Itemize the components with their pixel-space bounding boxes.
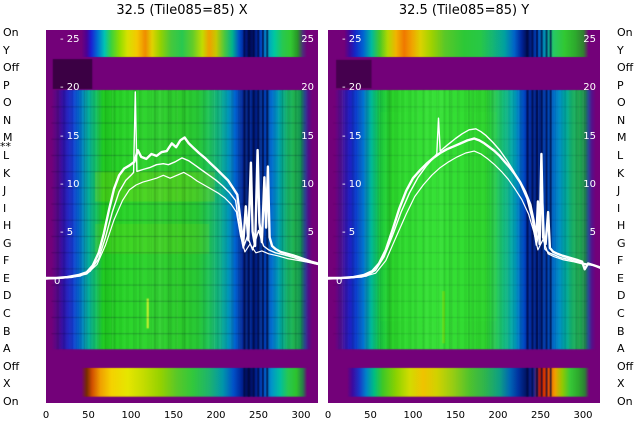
row-label: J bbox=[617, 184, 621, 198]
row-label: Off bbox=[3, 359, 20, 373]
heatmap-canvas-x bbox=[46, 30, 318, 403]
xtick-label: 300 bbox=[573, 410, 593, 421]
row-label: Off bbox=[617, 359, 634, 373]
row-label: G bbox=[3, 236, 12, 250]
row-label: C bbox=[3, 307, 11, 320]
xtick-label: 50 bbox=[364, 410, 377, 421]
row-label: L bbox=[617, 148, 624, 162]
xtick-label: 150 bbox=[163, 410, 184, 421]
row-label: P bbox=[617, 78, 624, 92]
row-label: Off bbox=[3, 61, 20, 75]
star-marker: ** bbox=[0, 140, 11, 153]
row-label: E bbox=[3, 271, 10, 285]
beam-profile-main bbox=[46, 136, 318, 280]
xtick-labels-y: 0 50 100 150 200 250 300 bbox=[324, 408, 600, 422]
row-label: On bbox=[617, 26, 633, 39]
row-label: O bbox=[617, 96, 626, 110]
row-label: B bbox=[617, 324, 625, 338]
panel-title-x: 32.5 (Tile085=85) X bbox=[116, 3, 248, 18]
panel-title-y: 32.5 (Tile085=85) Y bbox=[398, 3, 530, 18]
row-label: N bbox=[3, 113, 12, 127]
row-label: I bbox=[3, 201, 7, 215]
xtick-label: 100 bbox=[121, 410, 141, 421]
row-label: M bbox=[617, 131, 627, 145]
row-labels-right: On Y Off P O N M L K J I H G F E D C B A Off X On bbox=[617, 27, 639, 408]
row-label: B bbox=[3, 324, 11, 338]
beam-profile-main bbox=[328, 137, 600, 280]
row-label: K bbox=[3, 166, 11, 180]
xtick-label: 250 bbox=[530, 410, 551, 421]
row-label: I bbox=[617, 201, 621, 215]
row-label: M bbox=[3, 131, 13, 145]
row-label: F bbox=[617, 254, 624, 268]
xtick-label: 150 bbox=[445, 410, 466, 421]
xtick-label: 250 bbox=[248, 410, 269, 421]
row-label: H bbox=[3, 219, 12, 233]
beam-profile-3 bbox=[328, 150, 600, 280]
row-label: Y bbox=[3, 43, 10, 57]
profile-overlay-x bbox=[46, 91, 318, 280]
row-label: K bbox=[617, 166, 625, 180]
row-label: L bbox=[3, 148, 10, 162]
heatmap-panel-y: - 25- 20- 15- 10- 5 0 25 20 15 10 5 0 50 100 150 2… bbox=[325, 30, 600, 421]
row-label: X bbox=[3, 377, 11, 391]
row-label: J bbox=[3, 184, 7, 198]
row-label: G bbox=[617, 236, 626, 250]
xtick-label: 200 bbox=[488, 410, 508, 421]
heatmap-panel-x: - 25- 20- 15- 10- 5 0 25 20 15 10 5 0 50 100 150 2… bbox=[43, 30, 318, 421]
row-label: C bbox=[617, 307, 625, 320]
xtick-label: 0 bbox=[42, 410, 50, 421]
beam-profile-2 bbox=[46, 91, 318, 280]
row-label: P bbox=[3, 78, 10, 92]
row-label: A bbox=[3, 342, 11, 356]
row-label: Off bbox=[617, 61, 634, 75]
heatmap-canvas-y bbox=[328, 30, 600, 403]
row-labels-left: On Y Off P O N M L K J I H G F E D C B A Off X On bbox=[3, 27, 33, 408]
row-label: On bbox=[3, 26, 19, 39]
xtick-label: 200 bbox=[206, 410, 226, 421]
row-label: N bbox=[617, 113, 626, 127]
row-label: D bbox=[3, 289, 12, 303]
xtick-label: 50 bbox=[82, 410, 95, 421]
row-label: H bbox=[617, 219, 626, 233]
row-label: X bbox=[617, 377, 625, 391]
profile-overlay-y bbox=[328, 117, 600, 280]
row-label: A bbox=[617, 342, 625, 356]
xtick-labels-x: 0 50 100 150 200 250 300 bbox=[42, 408, 318, 422]
row-label: D bbox=[617, 289, 626, 303]
row-label: Y bbox=[617, 43, 624, 57]
xtick-label: 100 bbox=[403, 410, 423, 421]
beam-profile-3 bbox=[46, 171, 318, 280]
row-label: E bbox=[617, 271, 624, 285]
row-label: O bbox=[3, 96, 12, 110]
xtick-label: 300 bbox=[291, 410, 311, 421]
xtick-label: 0 bbox=[324, 410, 332, 421]
row-label: On bbox=[617, 394, 633, 408]
row-label: F bbox=[3, 254, 10, 268]
row-label: On bbox=[3, 394, 19, 408]
